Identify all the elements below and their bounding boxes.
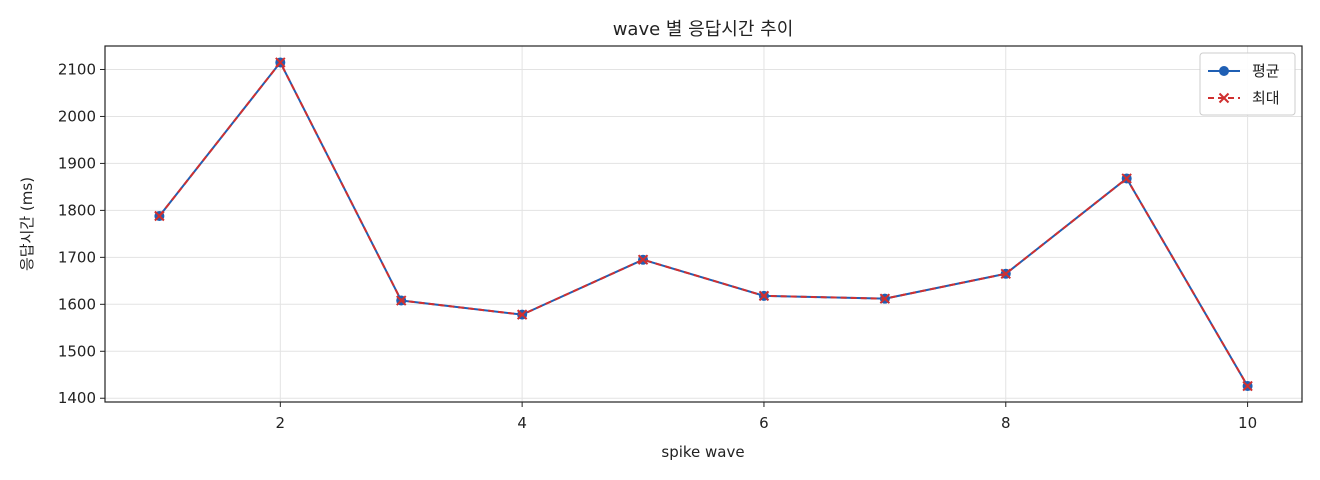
marker-x-stroke [1218, 92, 1230, 104]
y-tick-label: 1600 [58, 295, 96, 313]
marker-x-stroke [516, 309, 528, 320]
y-tick-label: 1700 [58, 248, 96, 266]
legend-box [1199, 52, 1296, 116]
y-tick-label: 1500 [58, 342, 96, 360]
data-point [396, 295, 407, 306]
marker-x-stroke [1121, 173, 1132, 184]
legend-entry: 평균 [1208, 62, 1280, 80]
data-point [637, 254, 649, 265]
y-axis: 1400 1500 1600 1700 1800 1900 2000 2100 [58, 60, 105, 407]
legend-marker [1218, 92, 1230, 104]
marker-x-stroke [1000, 268, 1011, 279]
x-axis-title: spike wave [661, 443, 744, 461]
y-tick-label: 2100 [58, 60, 96, 78]
marker-x-stroke [637, 254, 649, 265]
x-axis: 2 4 6 8 10 [276, 402, 1257, 432]
y-tick-label: 2000 [58, 107, 96, 125]
marker-x-stroke [154, 210, 165, 222]
data-point [275, 57, 286, 68]
marker-x-stroke [1242, 380, 1253, 392]
series-layer [154, 57, 1253, 392]
legend-label: 최대 [1252, 89, 1280, 107]
x-tick-label: 10 [1238, 414, 1257, 432]
plot-frame [104, 45, 1303, 403]
x-tick-label: 2 [276, 414, 286, 432]
marker-x-stroke [879, 293, 891, 304]
data-point [1121, 173, 1132, 184]
data-point [516, 309, 528, 320]
y-tick-label: 1900 [58, 154, 96, 172]
legend-entry: 최대 [1208, 89, 1280, 107]
data-point [758, 290, 770, 302]
legend-label: 평균 [1252, 62, 1280, 80]
data-point [154, 210, 165, 222]
x-tick-label: 6 [759, 414, 769, 432]
legend-marker [1219, 66, 1229, 76]
marker-x-stroke [758, 290, 770, 302]
y-tick-label: 1400 [58, 389, 96, 407]
marker-x-stroke [396, 295, 407, 306]
marker-x-stroke [275, 57, 286, 68]
x-tick-label: 8 [1001, 414, 1011, 432]
data-point [1000, 268, 1011, 279]
gridlines [105, 46, 1302, 402]
data-point [879, 293, 891, 304]
chart-title: wave 별 응답시간 추이 [613, 19, 794, 40]
y-tick-label: 1800 [58, 201, 96, 219]
series-line [158, 61, 1249, 387]
y-axis-title: 응답시간 (ms) [18, 177, 36, 271]
x-tick-label: 4 [517, 414, 527, 432]
series-2 [154, 57, 1253, 392]
data-point [1242, 380, 1253, 392]
